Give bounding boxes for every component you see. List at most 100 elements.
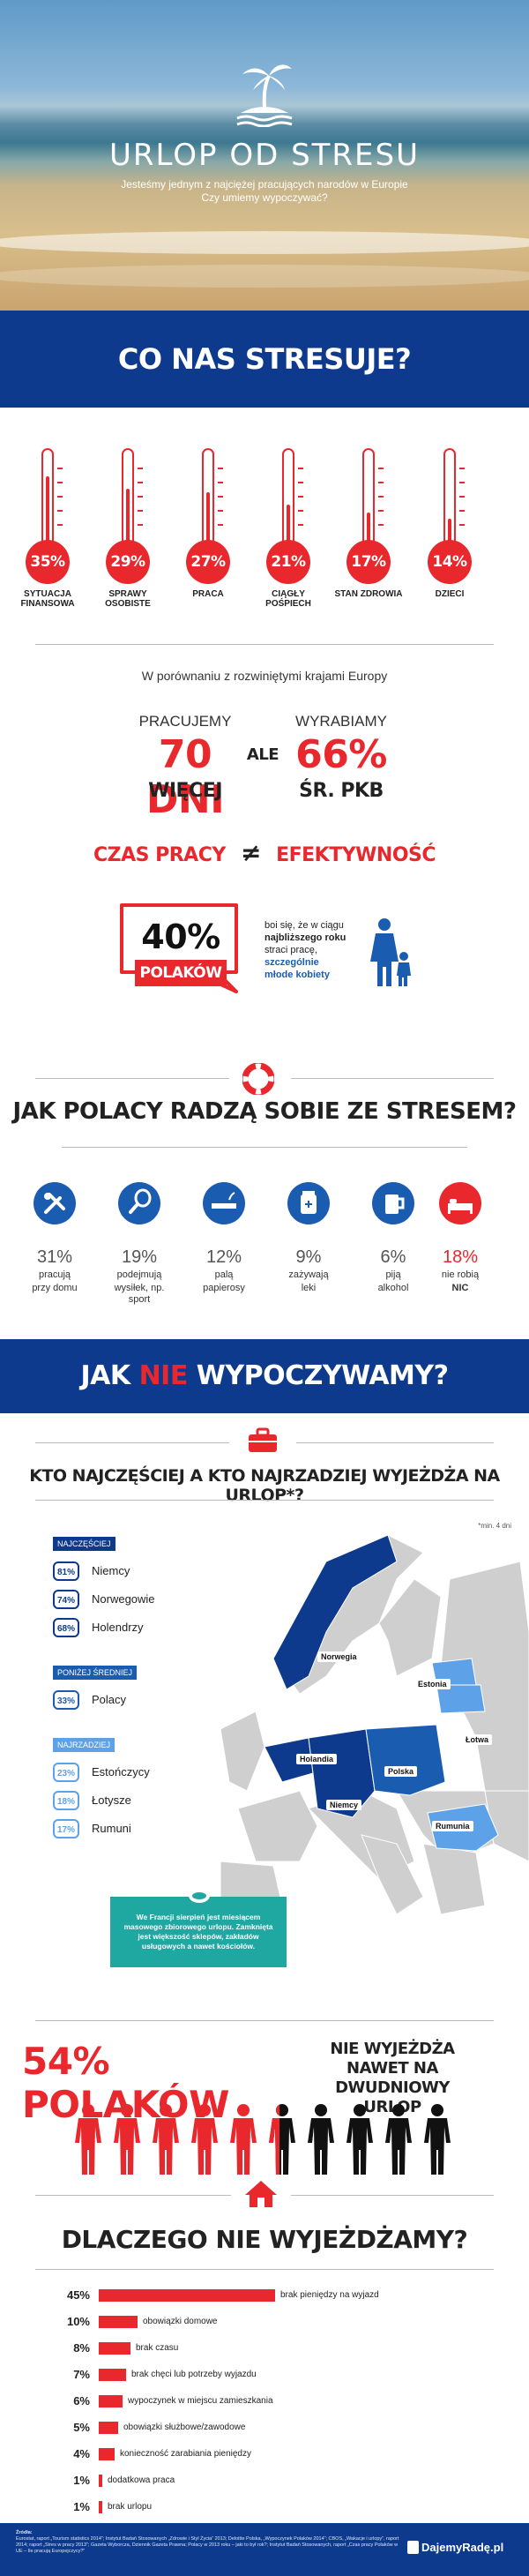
group-header: NAJRZADZIEJ (53, 1738, 115, 1752)
fear-text: boi się, że w ciągu (264, 920, 344, 931)
fear-text: młode kobiety (264, 970, 330, 980)
work-value: 70 DNI (145, 732, 225, 822)
person-icon (75, 2104, 101, 2175)
person-icon (269, 2104, 295, 2175)
thermometer-value: 27% (186, 540, 230, 584)
thermometer-label: DZIECI (435, 589, 465, 599)
thermometer-tick (218, 524, 223, 526)
reason-bar (99, 2289, 275, 2302)
map-label: Polska (384, 1766, 418, 1777)
work-sub: WIĘCEJ (148, 780, 222, 802)
not-equal-sign: ≠ (240, 838, 261, 867)
person-icon (114, 2104, 140, 2175)
thermometer-tick (138, 468, 143, 469)
divider (62, 1147, 467, 1148)
thermometer-tick (57, 524, 63, 526)
thermometer-label: SYTUACJA FINANSOWA (20, 589, 75, 609)
coping-label: leki (301, 1283, 317, 1293)
reason-value: 1% (73, 2500, 90, 2513)
comparison-subtitle: W porównaniu z rozwiniętymi krajami Euro… (141, 669, 388, 683)
thermometer-tick (298, 510, 303, 512)
sandal-icon (189, 1889, 210, 1903)
equation-right: EFEKTYWNOŚĆ (276, 844, 436, 866)
coping-value: 31% (36, 1247, 73, 1267)
map-label: Łotwa (462, 1734, 492, 1745)
person-icon (230, 2104, 257, 2175)
coping-label: podejmują (116, 1269, 162, 1280)
reason-value: 4% (73, 2447, 90, 2460)
reason-bar (99, 2395, 123, 2408)
reason-bar (99, 2342, 130, 2355)
sources-label: Źródła: (16, 2530, 33, 2535)
thermometer-tick (138, 510, 143, 512)
country-name: Estończycy (92, 1765, 150, 1778)
fear-value: 40% (141, 917, 220, 956)
coping-label: zażywają (288, 1269, 329, 1280)
hero-subtitle-line: Jesteśmy jednym z najciężej pracujących … (121, 178, 408, 191)
map-label: Estonia (414, 1679, 451, 1689)
connector-text: ALE (246, 745, 279, 764)
fear-description: boi się, że w ciągu najbliższego roku st… (264, 919, 370, 981)
divider (35, 644, 494, 645)
thermometer-tube (362, 448, 375, 545)
reason-label: konieczność zarabiania pieniędzy (120, 2449, 251, 2459)
thermometer-tick (138, 524, 143, 526)
thermometer-value: 29% (106, 540, 150, 584)
divider (291, 2195, 494, 2196)
rest-title-pre: JAK (80, 1360, 130, 1391)
coping-label: przy domu (32, 1283, 78, 1293)
thermometer-tube (282, 448, 294, 545)
divider (35, 1442, 229, 1443)
brand-name[interactable]: DajemyRadę.pl (421, 2541, 504, 2554)
coping-label: alkohol (377, 1283, 409, 1293)
country-name: Rumuni (92, 1822, 131, 1835)
coping-value: 9% (295, 1247, 322, 1267)
country-value: 23% (53, 1763, 79, 1782)
thermometer: 21% CIĄGŁY POŚPIECH (262, 441, 315, 626)
coping-label: palą (214, 1269, 234, 1280)
map-label: Holandia (296, 1754, 338, 1764)
divider (35, 2269, 494, 2270)
thermometer-tick (459, 496, 465, 498)
divider (35, 2195, 231, 2196)
rest-title-red: NIE (138, 1360, 189, 1391)
thermometer-tick (378, 468, 384, 469)
equation: CZAS PRACY ≠ EFEKTYWNOŚĆ (0, 838, 529, 867)
thermometer-value: 21% (266, 540, 310, 584)
thermometer: 35% SYTUACJA FINANSOWA (20, 441, 75, 626)
divider (35, 1500, 494, 1501)
rest-banner: JAK NIE WYPOCZYWAMY? (0, 1339, 529, 1413)
reason-value: 1% (73, 2474, 90, 2487)
europe-map (220, 1534, 529, 1914)
country-value: 81% (53, 1561, 79, 1581)
coping-label: wysiłek, np. sport (114, 1283, 165, 1305)
group-header: NAJCZĘŚCIEJ (53, 1537, 115, 1551)
reason-label: brak chęci lub potrzeby wyjazdu (131, 2370, 257, 2379)
cigarette-icon (203, 1182, 245, 1224)
stress-title: CO NAS STRESUJE? (117, 342, 412, 376)
no-vacation-text: NIE WYJEŻDŻA NAWET NA DWUDNIOWY URLOP (330, 2040, 455, 2116)
wave-decoration (0, 265, 529, 288)
thermometer-tick (378, 524, 384, 526)
reason-label: obowiązki służbowe/zawodowe (123, 2422, 246, 2432)
thermometer-tick (138, 496, 143, 498)
thermometer-tube (443, 448, 456, 545)
country-value: 68% (53, 1618, 79, 1637)
thermometer-tick (298, 496, 303, 498)
coping-label: NIC (451, 1283, 469, 1293)
thermometer-tick (378, 482, 384, 483)
map-label: Norwegia (317, 1651, 361, 1662)
fear-text: szczególnie (264, 957, 319, 968)
rest-title-post: WYPOCZYWAMY? (196, 1360, 449, 1391)
coping-item: 12% palą papierosy (189, 1182, 259, 1294)
reason-bar (99, 2448, 115, 2460)
reason-bar (99, 2501, 102, 2513)
reason-label: dodatkowa praca (108, 2475, 175, 2485)
productivity-label: WYRABIAMY (295, 713, 387, 730)
rest-title: JAK NIE WYPOCZYWAMY? (0, 1339, 529, 1413)
thermometer-tick (378, 496, 384, 498)
country-name: Łotysze (92, 1793, 131, 1807)
coping-value: 6% (380, 1247, 406, 1267)
work-label: PRACUJEMY (138, 713, 232, 730)
reason-value: 8% (73, 2341, 90, 2355)
